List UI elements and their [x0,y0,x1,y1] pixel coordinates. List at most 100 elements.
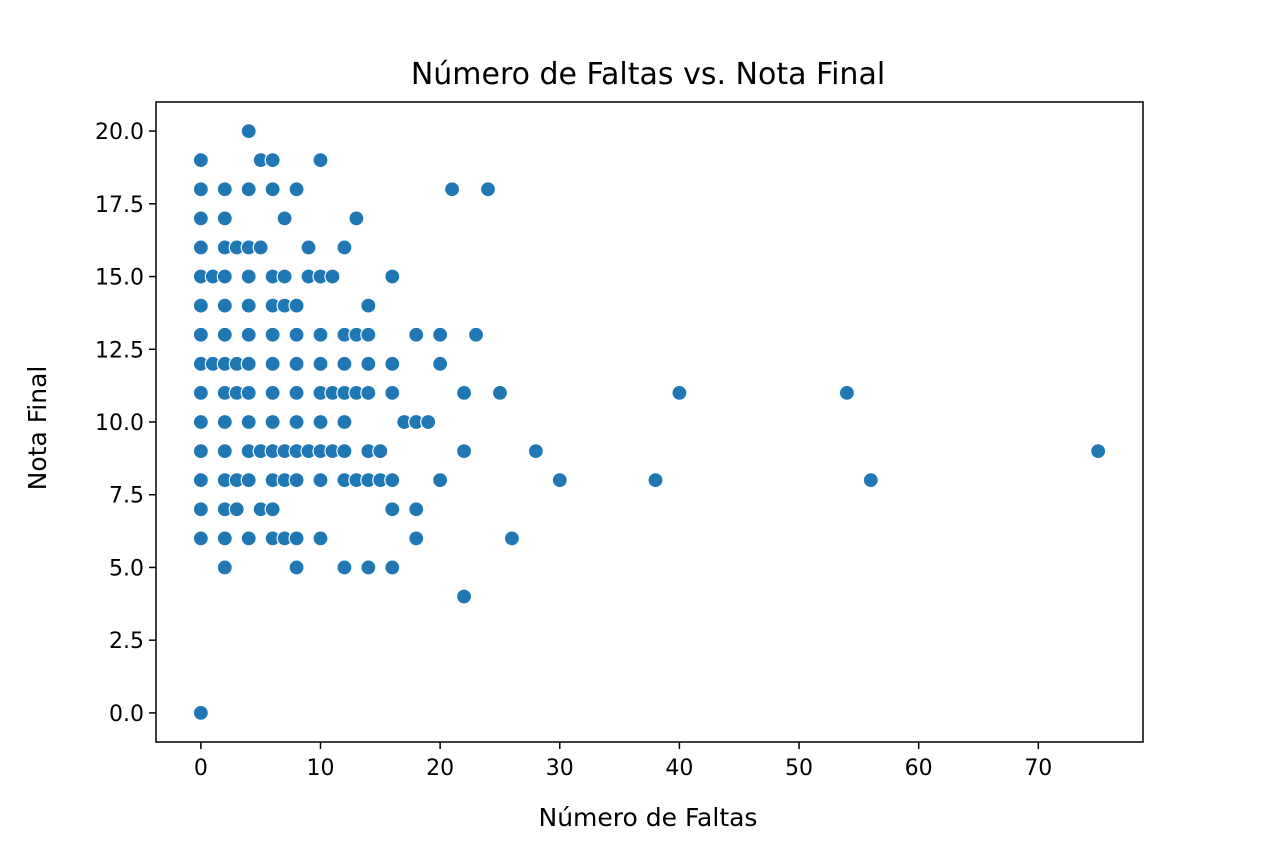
data-point [264,152,281,169]
data-point [240,297,257,314]
x-tick-label: 30 [546,756,574,781]
data-point [408,326,425,343]
y-tick-label: 10.0 [95,411,144,436]
data-point [192,239,209,256]
data-point [288,530,305,547]
data-point [432,326,449,343]
x-axis: 0 10 20 30 40 50 60 70 [194,742,1052,781]
data-point [216,181,233,198]
data-point [192,181,209,198]
data-point [336,355,353,372]
data-point [240,384,257,402]
data-point [264,355,281,372]
data-point [192,326,209,343]
x-tick-label: 60 [905,756,933,781]
data-point [336,413,353,431]
data-point [276,268,293,285]
y-tick-label: 17.5 [95,193,144,218]
y-tick-label: 12.5 [95,338,144,363]
data-point [647,472,664,489]
data-point [288,326,305,343]
data-point [288,559,305,576]
data-point [192,210,209,227]
data-point [240,268,257,285]
data-point [862,472,879,489]
data-point [288,297,305,314]
data-point [216,268,233,285]
data-point [384,472,401,489]
data-point [455,588,473,605]
data-point [192,704,209,722]
data-point [264,413,281,431]
data-point [384,501,401,518]
data-point [264,181,281,198]
data-point [432,472,449,489]
data-point [240,122,257,140]
data-point [1090,442,1107,460]
data-point [384,355,401,372]
data-point [288,472,305,489]
data-point [312,413,329,431]
data-point [240,413,257,431]
points-layer [192,122,1107,722]
data-point [671,384,688,402]
data-point [300,239,317,256]
data-point [192,413,209,431]
data-point [479,181,497,198]
data-point [216,210,233,227]
x-tick-label: 50 [785,756,813,781]
y-tick-label: 0.0 [109,702,144,727]
x-tick-label: 40 [665,756,693,781]
data-point [432,355,449,372]
data-point [360,559,377,576]
data-point [455,442,473,460]
data-point [384,268,401,285]
data-point [252,239,269,256]
data-point [360,355,377,372]
y-tick-label: 15.0 [95,266,144,291]
data-point [276,210,293,227]
data-point [192,152,209,169]
x-tick-label: 70 [1024,756,1052,781]
data-point [312,152,329,169]
data-point [228,501,245,518]
y-tick-label: 2.5 [109,629,144,654]
data-point [336,442,353,460]
chart-title: Número de Faltas vs. Nota Final [411,57,885,92]
data-point [324,268,341,285]
data-point [503,530,521,547]
data-point [838,384,856,402]
data-point [336,239,353,256]
x-axis-label: Número de Faltas [539,803,758,832]
data-point [216,530,233,547]
data-point [420,413,437,431]
y-tick-label: 5.0 [109,556,144,581]
data-point [336,559,353,576]
data-point [192,297,209,314]
data-point [348,210,365,227]
data-point [264,501,281,518]
data-point [240,355,257,372]
data-point [312,355,329,372]
y-axis-label: Nota Final [23,366,52,491]
data-point [288,413,305,431]
data-point [288,181,305,198]
data-point [467,326,485,343]
data-point [192,501,209,518]
data-point [264,326,281,343]
data-point [551,472,568,489]
data-point [240,472,257,489]
data-point [408,530,425,547]
data-point [384,384,401,402]
y-tick-label: 20.0 [95,120,144,145]
data-point [216,297,233,314]
data-point [240,181,257,198]
data-point [216,442,233,460]
data-point [360,384,377,402]
x-tick-label: 0 [194,756,208,781]
data-point [444,181,461,198]
data-point [288,355,305,372]
y-axis: 0.0 2.5 5.0 7.5 10.0 12.5 15.0 17.5 20.0 [95,120,156,727]
data-point [360,297,377,314]
data-point [312,326,329,343]
